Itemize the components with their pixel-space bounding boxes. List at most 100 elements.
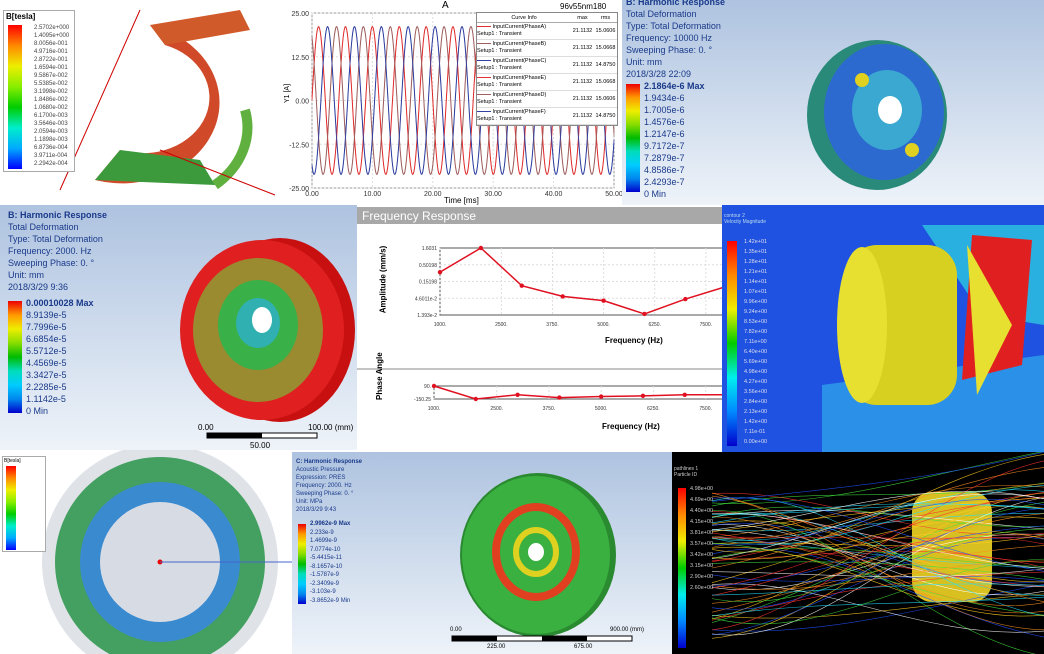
legend-value: 2.0594e-003: [34, 128, 69, 136]
color-legend: B[tesla]: [2, 456, 46, 552]
amplitude-x-label: Frequency (Hz): [605, 336, 663, 345]
legend-value: 5.5385e-002: [34, 80, 69, 88]
x-tick-label: 7500.: [699, 406, 712, 412]
y-tick-label: 1.6031: [422, 246, 438, 252]
x-tick-label: 1000.: [434, 322, 447, 328]
legend-value: 8.0056e-001: [34, 40, 69, 48]
x-tick-label: 1000.: [428, 406, 441, 412]
x-tick-label: 20.00: [424, 191, 442, 198]
legend-row[interactable]: InputCurrent(PhaseE) Setup1 : Transient …: [477, 74, 617, 91]
legend-row[interactable]: InputCurrent(PhaseC) Setup1 : Transient …: [477, 57, 617, 74]
scale-225: 225.00: [487, 644, 505, 650]
data-point: [557, 395, 561, 399]
legend-value: 9.5867e-002: [34, 72, 69, 80]
legend-row[interactable]: InputCurrent(PhaseF) Setup1 : Transient …: [477, 108, 617, 125]
legend-rms: 15.0668: [594, 45, 617, 51]
disk-model-image: [292, 452, 672, 654]
legend-value: 1.42e+01: [744, 237, 767, 247]
stator-field-panel: B[tesla]: [0, 450, 292, 654]
y-tick-label: 25.00: [291, 11, 309, 18]
legend-value: 3.81e+00: [690, 528, 713, 539]
legend-series-sub: Setup1 : Transient: [477, 99, 522, 105]
color-bar: [6, 466, 16, 550]
legend-swatch: [477, 43, 491, 45]
y-tick-label: 0.00: [295, 99, 309, 106]
y-tick-label: -150.25: [414, 397, 431, 403]
legend-row[interactable]: InputCurrent(PhaseA) Setup1 : Transient …: [477, 23, 617, 40]
legend-value: 3.56e+00: [744, 387, 767, 397]
legend-series-sub: Setup1 : Transient: [477, 65, 522, 71]
frequency-chart: 1.60310.501980.151984.6011e-21.393e-2100…: [357, 205, 722, 450]
legend-value: 9.96e+00: [744, 297, 767, 307]
x-tick-label: 5000.: [595, 406, 608, 412]
legend-value: 1.07e+01: [744, 287, 767, 297]
legend-value: 2.90e+00: [690, 572, 713, 583]
legend-swatch: [477, 94, 491, 96]
x-tick-label: 0.00: [305, 191, 319, 198]
legend-series-name: InputCurrent(PhaseD): [493, 92, 547, 98]
color-bar: [678, 488, 686, 648]
legend-rms: 15.0606: [594, 96, 617, 102]
legend-value: 1.4095e+000: [34, 32, 69, 40]
velocity-contour-panel: contour 2 Velocity Magnitude 1.42e+01 1.35…: [722, 205, 1044, 452]
phase-x-label: Frequency (Hz): [602, 422, 660, 431]
legend-header-cell: Curve Info: [477, 13, 571, 22]
legend-value: 5.69e+00: [744, 357, 767, 367]
x-tick-label: 3750.: [546, 322, 559, 328]
legend-value: 2.60e+00: [690, 583, 713, 594]
legend-value: 3.1998e-002: [34, 88, 69, 96]
x-tick-label: 5000.: [597, 322, 610, 328]
scale-left: 0.00: [450, 627, 462, 633]
harmonic-2000hz-panel: B: Harmonic Response Total Deformation Typ…: [0, 205, 357, 450]
legend-rms: 14.8750: [594, 113, 617, 119]
legend-header-cell: max: [571, 13, 594, 22]
wheel-model-image: [0, 205, 357, 450]
legend-title: contour 2 Velocity Magnitude: [724, 213, 766, 225]
acoustic-pressure-panel: C: Harmonic Response Acoustic Pressure Exp…: [292, 452, 672, 654]
legend-value: 1.8486e-002: [34, 96, 69, 104]
legend-series-name: InputCurrent(PhaseC): [493, 58, 547, 64]
legend-value: 3.42e+00: [690, 550, 713, 561]
y-tick-label: 0.15198: [419, 280, 437, 286]
legend-value: 8.53e+00: [744, 317, 767, 327]
chart-legend[interactable]: Curve Info max rms InputCurrent(PhaseA) Se…: [476, 12, 618, 126]
scale-left: 0.00: [198, 423, 214, 432]
legend-value: 3.9711e-004: [34, 152, 69, 160]
frequency-response-panel: Frequency Response 1.6031 0.50198 0.15198 4…: [357, 205, 722, 450]
legend-rms: 14.8750: [594, 62, 617, 68]
x-tick-label: 10.00: [364, 191, 382, 198]
legend-series-name: InputCurrent(PhaseA): [493, 24, 547, 30]
legend-value: 2.84e+00: [744, 397, 767, 407]
legend-series-name: InputCurrent(PhaseB): [493, 41, 547, 47]
legend-swatch: [477, 60, 491, 62]
legend-value: 6.8736e-004: [34, 144, 69, 152]
legend-row[interactable]: InputCurrent(PhaseB) Setup1 : Transient …: [477, 40, 617, 57]
y-axis-label: Y1 [A]: [284, 84, 291, 103]
legend-row[interactable]: InputCurrent(PhaseD) Setup1 : Transient …: [477, 91, 617, 108]
x-tick-label: 50.00: [605, 191, 622, 198]
y-tick-label: 4.6011e-2: [415, 296, 437, 302]
data-point: [520, 283, 524, 287]
legend-header-cell: rms: [594, 13, 617, 22]
legend-value: 3.5646e-003: [34, 120, 69, 128]
legend-value: 4.69e+00: [690, 495, 713, 506]
data-point: [683, 297, 687, 301]
pathline: [712, 513, 1044, 530]
data-point: [479, 246, 483, 250]
magnetic-field-panel: B[tesla] 2.5702e+000 1.4095e+000 8.0056e-0…: [0, 0, 282, 205]
x-tick-label: 6250.: [648, 322, 661, 328]
legend-series-sub: Setup1 : Transient: [477, 116, 522, 122]
scale-right: 100.00 (mm): [308, 423, 353, 432]
fan-model-image: [722, 205, 1044, 452]
legend-title: B[tesla]: [3, 457, 45, 465]
legend-max: 21.1132: [571, 96, 594, 102]
legend-series-sub: Setup1 : Transient: [477, 82, 522, 88]
legend-value: 0.00e+00: [744, 437, 767, 447]
legend-title-line: Particle ID: [674, 472, 698, 478]
legend-value: 1.6594e-001: [34, 64, 69, 72]
legend-max: 21.1132: [571, 113, 594, 119]
y-tick-label: 12.50: [291, 55, 309, 62]
current-chart-panel: 25.00 12.50 0.00 -12.50 -25.00 0.00 10.00 20.00…: [282, 0, 622, 205]
legend-title: B[tesla]: [4, 11, 74, 23]
data-point: [642, 312, 646, 316]
